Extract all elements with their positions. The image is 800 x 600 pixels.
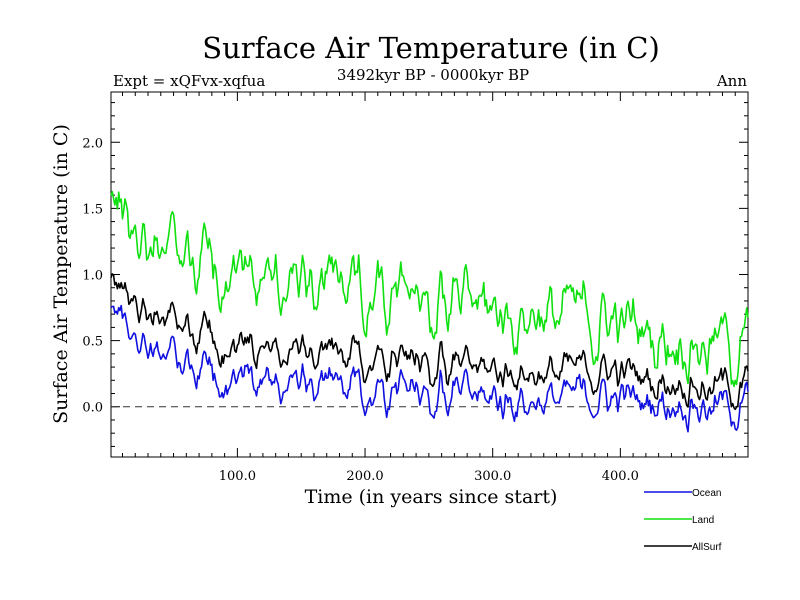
series-line-allsurf [110, 273, 749, 411]
legend-label-allsurf: AllSurf [692, 542, 722, 553]
series-line-land [110, 190, 749, 388]
season-label: Ann [716, 72, 747, 90]
legend: Ocean Land AllSurf [644, 488, 722, 553]
legend-label-ocean: Ocean [692, 488, 721, 499]
y-tick-label: 0.5 [82, 335, 103, 350]
chart-subtitle: 3492kyr BP - 0000kyr BP [337, 66, 529, 84]
y-tick-label: 2.0 [82, 136, 103, 151]
experiment-label: Expt = xQFvx-xqfua [113, 72, 265, 90]
x-axis-label: Time (in years since start) [305, 486, 558, 508]
y-axis-label: Surface Air Temperature (in C) [50, 124, 72, 424]
x-tick-label: 300.0 [474, 469, 511, 484]
legend-label-land: Land [692, 515, 714, 526]
x-tick-label: 100.0 [219, 469, 256, 484]
y-tick-label: 1.5 [82, 202, 103, 217]
series-group [110, 190, 749, 433]
tick-label-group: 100.0 200.0 300.0 400.0 0.0 0.5 1.0 1.5 2.0 [82, 136, 639, 484]
y-tick-label: 0.0 [82, 401, 103, 416]
x-tick-label: 400.0 [602, 469, 639, 484]
x-tick-label: 200.0 [346, 469, 383, 484]
chart-title: Surface Air Temperature (in C) [202, 31, 660, 65]
series-line-ocean [110, 304, 749, 433]
y-tick-label: 1.0 [82, 269, 103, 284]
